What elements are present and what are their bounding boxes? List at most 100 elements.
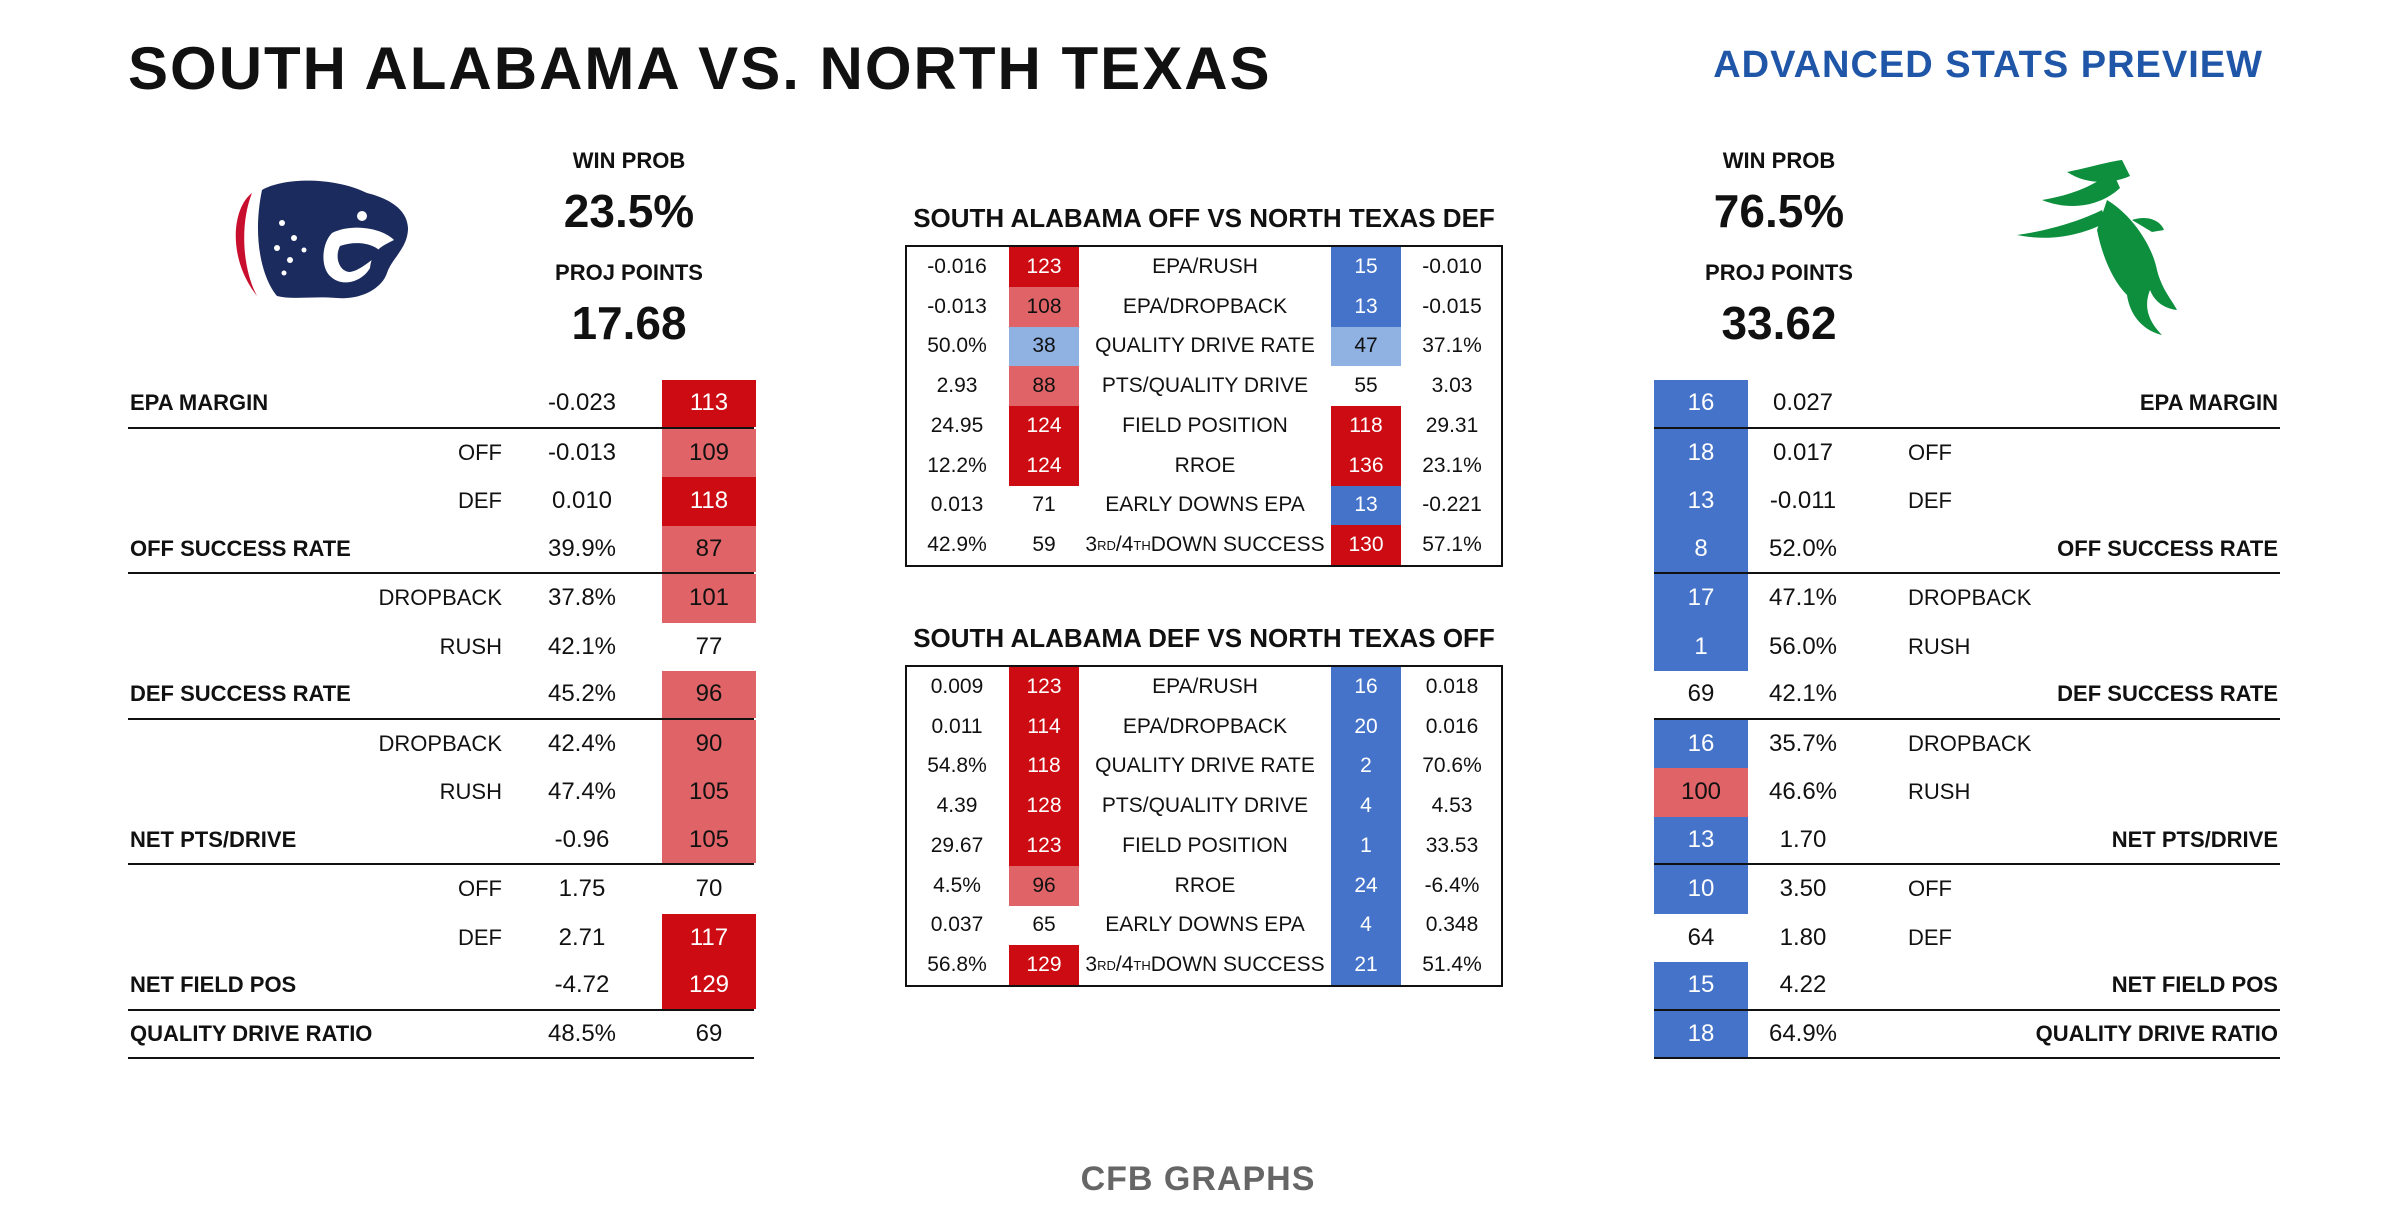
stat-row: RUSH 47.4% 105 xyxy=(128,768,756,817)
matchup-left-rank: 118 xyxy=(1009,746,1079,787)
stat-rank: 100 xyxy=(1654,768,1748,817)
stat-rank: 17 xyxy=(1654,574,1748,623)
matchup-right-rank: 136 xyxy=(1331,445,1401,486)
matchup-left-rank: 108 xyxy=(1009,286,1079,327)
stat-rank: 10 xyxy=(1654,865,1748,914)
stat-row: DEF SUCCESS RATE 42.1% 69 xyxy=(1654,671,2280,720)
matchup-stat-name: FIELD POSITION xyxy=(1122,413,1288,437)
stat-rank: 18 xyxy=(1654,1010,1748,1057)
stat-name: OFF SUCCESS RATE xyxy=(2057,535,2278,561)
stat-row: RUSH 56.0% 1 xyxy=(1654,622,2280,671)
stat-row: EPA MARGIN -0.023 113 xyxy=(128,380,756,429)
stat-row: DROPBACK 35.7% 16 xyxy=(1654,719,2280,768)
stat-rank: 16 xyxy=(1654,380,1748,427)
matchup-stat-name: PTS/QUALITY DRIVE xyxy=(1101,794,1309,818)
stat-row: DROPBACK 47.1% 17 xyxy=(1654,574,2280,623)
matchup-left-value: 2.93 xyxy=(936,374,978,398)
matchup-stat-name: EPA/DROPBACK xyxy=(1122,714,1288,738)
stat-name: OFF SUCCESS RATE xyxy=(130,535,351,561)
matchup-left-rank: 123 xyxy=(1009,247,1079,287)
stat-value: 35.7% xyxy=(1768,729,1838,757)
stat-value: -0.011 xyxy=(1769,487,1837,515)
matchup-row: 2.93 88 PTS/QUALITY DRIVE 55 3.03 xyxy=(907,366,1501,406)
stat-rank: 87 xyxy=(662,525,756,572)
stat-value: -0.96 xyxy=(554,825,610,853)
matchup-left-value: -0.016 xyxy=(927,254,987,278)
stat-name: DROPBACK xyxy=(378,730,502,756)
matchup-right-value: -0.015 xyxy=(1422,294,1482,318)
stat-value: 0.027 xyxy=(1772,389,1834,417)
matchup-stat-name: 3 RD/4 TH DOWN SUCCESS xyxy=(1085,953,1325,977)
stat-rank: 13 xyxy=(1654,477,1748,526)
stat-name: QUALITY DRIVE RATIO xyxy=(130,1020,373,1046)
stat-row: OFF 0.017 18 xyxy=(1654,428,2280,477)
matchup-left-rank: 123 xyxy=(1009,667,1079,707)
matchup-stat-name: EPA/RUSH xyxy=(1152,674,1258,698)
matchup-left-value: 42.9% xyxy=(927,533,987,557)
matchup-right-value: -0.221 xyxy=(1422,493,1482,517)
matchup-right-value: 0.016 xyxy=(1425,714,1479,738)
matchup-right-value: 3.03 xyxy=(1431,374,1473,398)
matchup-stat-name: EARLY DOWNS EPA xyxy=(1105,493,1305,517)
matchup-stat-name: 3 RD/4 TH DOWN SUCCESS xyxy=(1085,533,1325,557)
matchup-right-rank: 47 xyxy=(1331,326,1401,367)
stat-rank: 105 xyxy=(662,768,756,817)
matchup-row: 0.013 71 EARLY DOWNS EPA 13 -0.221 xyxy=(907,485,1501,526)
stat-row: OFF SUCCESS RATE 52.0% 8 xyxy=(1654,525,2280,574)
stat-value: 42.1% xyxy=(547,632,617,660)
matchup-right-rank: 21 xyxy=(1331,945,1401,985)
stat-rank: 96 xyxy=(662,671,756,718)
matchup-right-value: 0.018 xyxy=(1425,674,1479,698)
matchup-row: -0.016 123 EPA/RUSH 15 -0.010 xyxy=(907,247,1501,287)
stat-value: 0.010 xyxy=(551,487,613,515)
matchup-right-value: 57.1% xyxy=(1422,533,1482,557)
matchup-left-rank: 71 xyxy=(1032,493,1056,517)
stat-value: 47.4% xyxy=(547,778,617,806)
stat-row: DEF 1.80 64 xyxy=(1654,914,2280,963)
page-subtitle: ADVANCED STATS PREVIEW xyxy=(1713,44,2263,86)
matchup-left-rank: 59 xyxy=(1032,533,1056,557)
matchup-right-rank: 1 xyxy=(1331,826,1401,866)
matchup-left-rank: 65 xyxy=(1032,913,1056,937)
matchup-right-rank: 4 xyxy=(1331,905,1401,946)
matchup-left-value: 4.39 xyxy=(936,794,978,818)
stat-value: 1.75 xyxy=(558,875,606,903)
away-proj-points-value: 17.68 xyxy=(571,297,687,349)
matchup-left-value: 0.013 xyxy=(930,493,984,517)
stat-value: 47.1% xyxy=(1768,584,1838,612)
matchup-left-value: 0.011 xyxy=(931,714,983,738)
matchup-left-value: 24.95 xyxy=(930,413,984,437)
stat-value: 52.0% xyxy=(1768,534,1838,562)
matchup-row: 4.39 128 PTS/QUALITY DRIVE 4 4.53 xyxy=(907,786,1501,826)
matchup-right-value: 37.1% xyxy=(1422,334,1482,358)
away-proj-points-label: PROJ POINTS xyxy=(555,260,703,285)
stat-name: DROPBACK xyxy=(1908,585,2032,611)
matchup-right-value: -0.010 xyxy=(1422,254,1482,278)
matchup-right-rank: 16 xyxy=(1331,667,1401,707)
matchup-left-value: 4.5% xyxy=(933,873,981,897)
matchup-row: 29.67 123 FIELD POSITION 1 33.53 xyxy=(907,826,1501,866)
matchup-left-value: 50.0% xyxy=(927,334,987,358)
stat-value: -0.013 xyxy=(547,438,617,466)
matchup-stat-name: EPA/RUSH xyxy=(1152,254,1258,278)
matchup-table-defense: 0.009 123 EPA/RUSH 16 0.018 0.011 114 EPA/DROPB… xyxy=(905,665,1503,987)
away-win-prob: WIN PROB 23.5% xyxy=(509,148,749,238)
matchup-row: 24.95 124 FIELD POSITION 118 29.31 xyxy=(907,406,1501,446)
matchup-row: 54.8% 118 QUALITY DRIVE RATE 2 70.6% xyxy=(907,746,1501,787)
matchup-row: 0.009 123 EPA/RUSH 16 0.018 xyxy=(907,667,1501,707)
stat-row: OFF 1.75 70 xyxy=(128,865,754,914)
stat-value: 4.22 xyxy=(1779,971,1827,999)
stat-row: OFF 3.50 10 xyxy=(1654,865,2280,914)
south-alabama-jaguar-logo xyxy=(235,180,408,299)
stat-rank: 69 xyxy=(695,1019,723,1047)
stat-name: NET FIELD POS xyxy=(2111,972,2278,998)
stat-name: RUSH xyxy=(439,633,502,659)
stat-name: DROPBACK xyxy=(1908,730,2032,756)
matchup-left-rank: 124 xyxy=(1009,445,1079,486)
stat-name: RUSH xyxy=(1908,633,1971,659)
stat-name: DEF xyxy=(1908,488,1952,514)
away-stats-table: EPA MARGIN -0.023 113 OFF -0.013 109 DEF 0.010 1… xyxy=(128,380,756,1059)
matchup-left-rank: 124 xyxy=(1009,406,1079,446)
matchup-left-rank: 114 xyxy=(1009,706,1079,747)
stat-row: NET FIELD POS 4.22 15 xyxy=(1654,962,2280,1011)
